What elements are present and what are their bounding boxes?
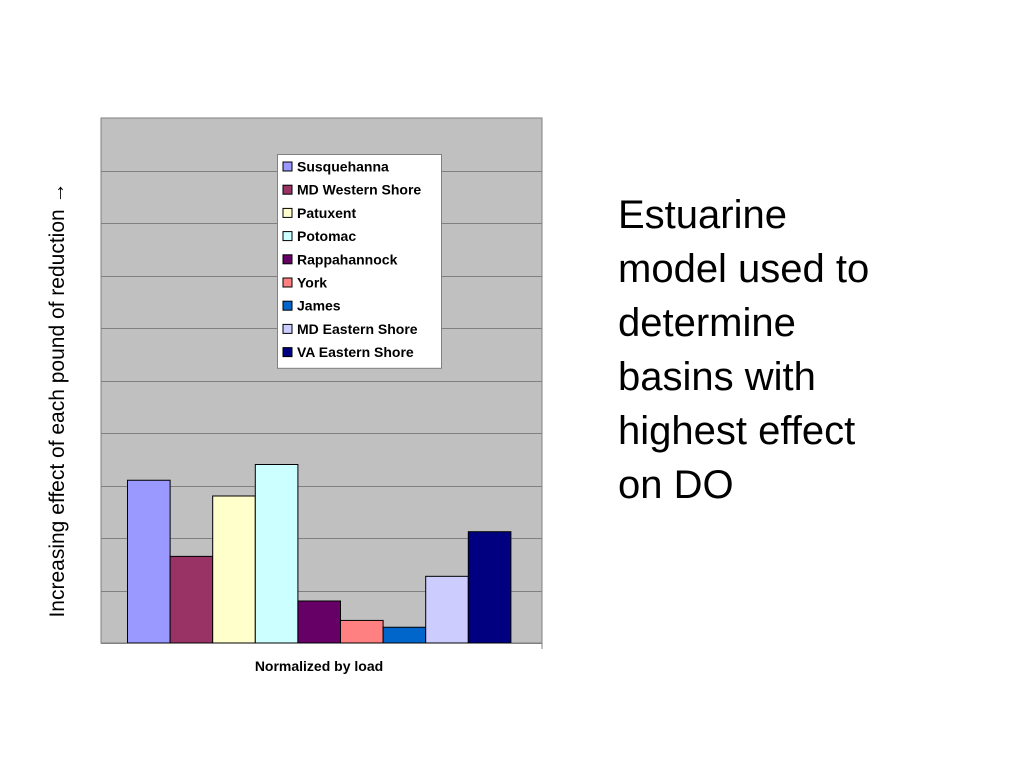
side-text-line: on DO xyxy=(618,463,734,507)
side-text-line: basins with xyxy=(618,355,816,399)
x-axis-label: Normalized by load xyxy=(255,658,383,674)
bar-patuxent xyxy=(212,495,256,644)
bar-md-western-shore xyxy=(169,555,214,644)
legend-label: MD Western Shore xyxy=(297,182,421,198)
legend-label: MD Eastern Shore xyxy=(297,321,418,337)
bar-va-eastern-shore xyxy=(467,531,512,644)
legend-swatch xyxy=(282,161,293,172)
legend-swatch xyxy=(282,300,293,311)
legend-label: Patuxent xyxy=(297,205,356,221)
legend-box xyxy=(277,154,442,369)
legend: Susquehanna MD Western Shore Patuxent Potom… xyxy=(277,154,442,369)
legend-label: VA Eastern Shore xyxy=(297,344,414,360)
side-text-line: determine xyxy=(618,301,796,345)
y-axis-label: Increasing effect of each pound of reduc… xyxy=(46,182,69,617)
legend-swatch xyxy=(282,184,293,195)
side-text-line: Estuarine xyxy=(618,193,787,237)
legend-swatch xyxy=(282,277,293,288)
side-text-line: highest effect xyxy=(618,409,856,453)
legend-label: Rappahannock xyxy=(297,251,398,267)
legend-label: Susquehanna xyxy=(297,159,389,175)
bar-potomac xyxy=(254,464,299,644)
legend-label: James xyxy=(297,298,341,314)
side-text: Estuarine model used to determine basins… xyxy=(618,188,948,512)
bar-york xyxy=(340,619,384,644)
side-text-line: model used to xyxy=(618,247,870,291)
legend-swatch xyxy=(282,231,293,242)
bar-md-eastern-shore xyxy=(425,575,469,644)
legend-swatch xyxy=(282,254,293,265)
legend-label: York xyxy=(297,275,327,291)
legend-label: Potomac xyxy=(297,228,356,244)
legend-swatch xyxy=(282,323,293,334)
bar-susquehanna xyxy=(127,479,171,644)
bar-james xyxy=(382,626,427,644)
legend-swatch xyxy=(282,347,293,358)
bar-rappahannock xyxy=(297,600,341,644)
legend-swatch xyxy=(282,207,293,218)
